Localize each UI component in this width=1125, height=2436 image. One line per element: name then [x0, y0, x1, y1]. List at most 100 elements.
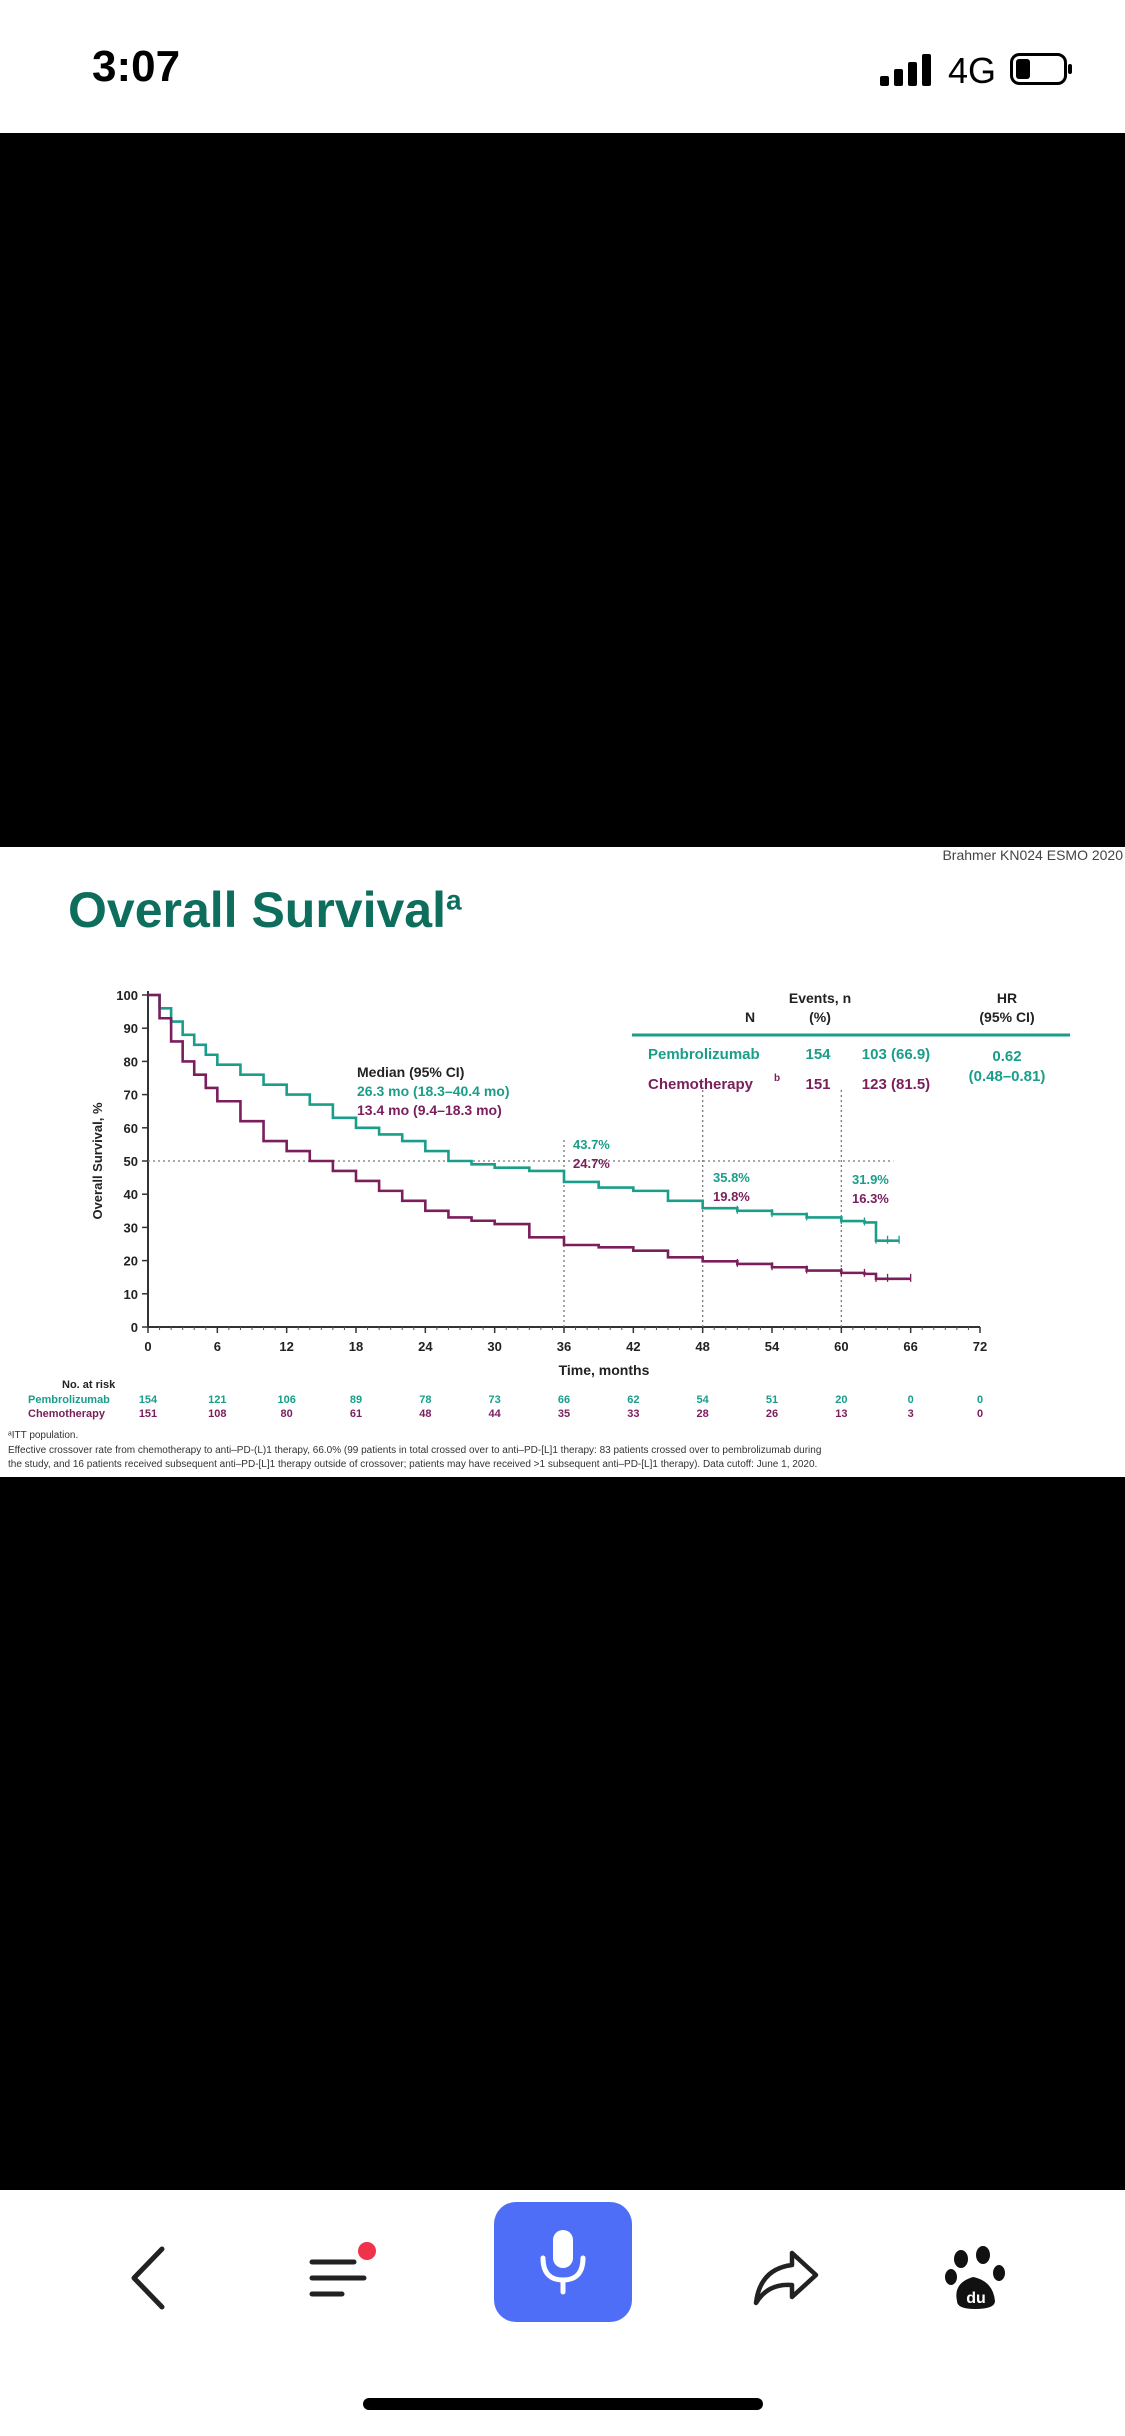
y-tick-label: 30 — [124, 1220, 138, 1235]
risk-chemo-value: 26 — [766, 1408, 778, 1420]
risk-chemo-label: Chemotherapy — [28, 1408, 106, 1420]
status-bar: 3:07 4G — [0, 0, 1125, 133]
signal-strength-icon — [880, 54, 931, 86]
y-tick-label: 60 — [124, 1121, 138, 1136]
legend-row1-n: 154 — [805, 1046, 831, 1063]
median-heading: Median (95% CI) — [357, 1064, 464, 1080]
slide-title: Overall Survivala — [68, 882, 462, 938]
legend-col-n: N — [745, 1009, 755, 1025]
risk-pembro-value: 54 — [697, 1394, 710, 1406]
svg-text:du: du — [966, 2290, 986, 2307]
x-tick-label: 6 — [214, 1339, 221, 1354]
y-tick-label: 20 — [124, 1254, 138, 1269]
x-tick-label: 0 — [144, 1339, 151, 1354]
risk-pembro-value: 66 — [558, 1394, 570, 1406]
x-tick-label: 48 — [695, 1339, 709, 1354]
legend-col-events-2: (%) — [809, 1009, 831, 1025]
risk-chemo-value: 13 — [835, 1408, 847, 1420]
risk-pembro-value: 78 — [419, 1394, 431, 1406]
legend-row2-sup: b — [774, 1073, 780, 1084]
risk-pembro-value: 51 — [766, 1394, 778, 1406]
y-tick-label: 40 — [124, 1187, 138, 1202]
footnote-b2: the study, and 16 patients received subs… — [8, 1459, 817, 1470]
legend-row2-name: Chemotherapy — [648, 1076, 754, 1093]
km-curve-chemotherapy — [148, 993, 911, 1281]
y-tick-label: 70 — [124, 1088, 138, 1103]
notification-dot — [358, 2242, 376, 2260]
x-tick-label: 30 — [487, 1339, 501, 1354]
x-tick-label: 24 — [418, 1339, 433, 1354]
legend-row1-events: 103 (66.9) — [862, 1046, 930, 1063]
x-axis-label: Time, months — [559, 1362, 650, 1378]
y-axis-label: Overall Survival, % — [90, 1102, 105, 1220]
risk-chemo-value: 3 — [908, 1408, 914, 1420]
risk-chemo-value: 0 — [977, 1408, 983, 1420]
microphone-icon — [540, 2230, 586, 2295]
risk-chemo-value: 48 — [419, 1408, 431, 1420]
risk-chemo-value: 151 — [139, 1408, 157, 1420]
legend-hr-value: 0.62 — [992, 1048, 1021, 1065]
voice-input-button[interactable] — [494, 2202, 632, 2322]
landmark-48-pembro: 35.8% — [713, 1170, 750, 1185]
baidu-paw-icon: du — [945, 2246, 1005, 2309]
risk-pembro-value: 154 — [139, 1394, 158, 1406]
risk-chemo-value: 28 — [697, 1408, 709, 1420]
battery-icon — [1010, 53, 1072, 85]
chart-curves — [148, 993, 912, 1282]
slide-image[interactable]: Brahmer KN024 ESMO 2020 Overall Survival… — [0, 847, 1125, 1477]
landmark-60-chemo: 16.3% — [852, 1191, 889, 1206]
risk-pembro-value: 0 — [977, 1394, 983, 1406]
baidu-button[interactable]: du — [916, 2228, 1036, 2328]
x-tick-label: 66 — [903, 1339, 917, 1354]
legend-col-hr-2: (95% CI) — [979, 1009, 1034, 1025]
risk-pembro-value: 106 — [277, 1394, 295, 1406]
menu-button[interactable] — [278, 2228, 398, 2328]
y-tick-label: 100 — [116, 988, 138, 1003]
x-tick-label: 12 — [279, 1339, 293, 1354]
risk-pembro-value: 62 — [627, 1394, 639, 1406]
y-tick-label: 50 — [124, 1154, 138, 1169]
y-tick-label: 90 — [124, 1021, 138, 1036]
risk-pembro-value: 73 — [489, 1394, 501, 1406]
bottom-toolbar: du — [0, 2190, 1125, 2436]
risk-chemo-value: 80 — [281, 1408, 293, 1420]
legend-col-events-1: Events, n — [789, 990, 851, 1006]
risk-chemo-value: 35 — [558, 1408, 570, 1420]
landmark-36-chemo: 24.7% — [573, 1156, 610, 1171]
legend-row1-name: Pembrolizumab — [648, 1046, 760, 1063]
landmark-60-pembro: 31.9% — [852, 1172, 889, 1187]
chart-labels: Median (95% CI) 26.3 mo (18.3–40.4 mo) 13.… — [8, 990, 1070, 1470]
home-indicator — [363, 2398, 763, 2410]
x-tick-label: 36 — [557, 1339, 571, 1354]
risk-pembro-value: 89 — [350, 1394, 362, 1406]
risk-pembro-value: 121 — [208, 1394, 226, 1406]
share-arrow-icon — [753, 2250, 819, 2306]
median-pembro: 26.3 mo (18.3–40.4 mo) — [357, 1083, 510, 1099]
chevron-left-icon — [131, 2246, 165, 2310]
footnote-b: Effective crossover rate from chemothera… — [8, 1445, 821, 1456]
km-curve-pembrolizumab — [148, 993, 900, 1242]
y-tick-label: 0 — [131, 1320, 138, 1335]
legend-row2-events: 123 (81.5) — [862, 1076, 930, 1093]
chart-axes: 0 10 20 30 40 50 60 70 80 90 100 0 6 12 18 24 30 36 42 48 54… — [90, 988, 987, 1378]
risk-chemo-value: 61 — [350, 1408, 362, 1420]
x-tick-label: 72 — [973, 1339, 987, 1354]
clock: 3:07 — [92, 42, 181, 91]
back-button[interactable] — [88, 2228, 208, 2328]
risk-chemo-value: 108 — [208, 1408, 226, 1420]
share-button[interactable] — [726, 2228, 846, 2328]
legend-row2-n: 151 — [805, 1076, 830, 1093]
y-tick-label: 10 — [124, 1287, 138, 1302]
risk-chemo-value: 44 — [489, 1408, 502, 1420]
x-tick-label: 42 — [626, 1339, 640, 1354]
landmark-36-pembro: 43.7% — [573, 1137, 610, 1152]
risk-heading: No. at risk — [62, 1379, 116, 1391]
x-tick-label: 54 — [765, 1339, 780, 1354]
landmark-48-chemo: 19.8% — [713, 1189, 750, 1204]
menu-icon — [309, 2259, 367, 2297]
median-chemo: 13.4 mo (9.4–18.3 mo) — [357, 1102, 502, 1118]
legend-col-hr-1: HR — [997, 990, 1017, 1006]
risk-pembro-value: 20 — [835, 1394, 847, 1406]
network-type: 4G — [948, 50, 997, 91]
